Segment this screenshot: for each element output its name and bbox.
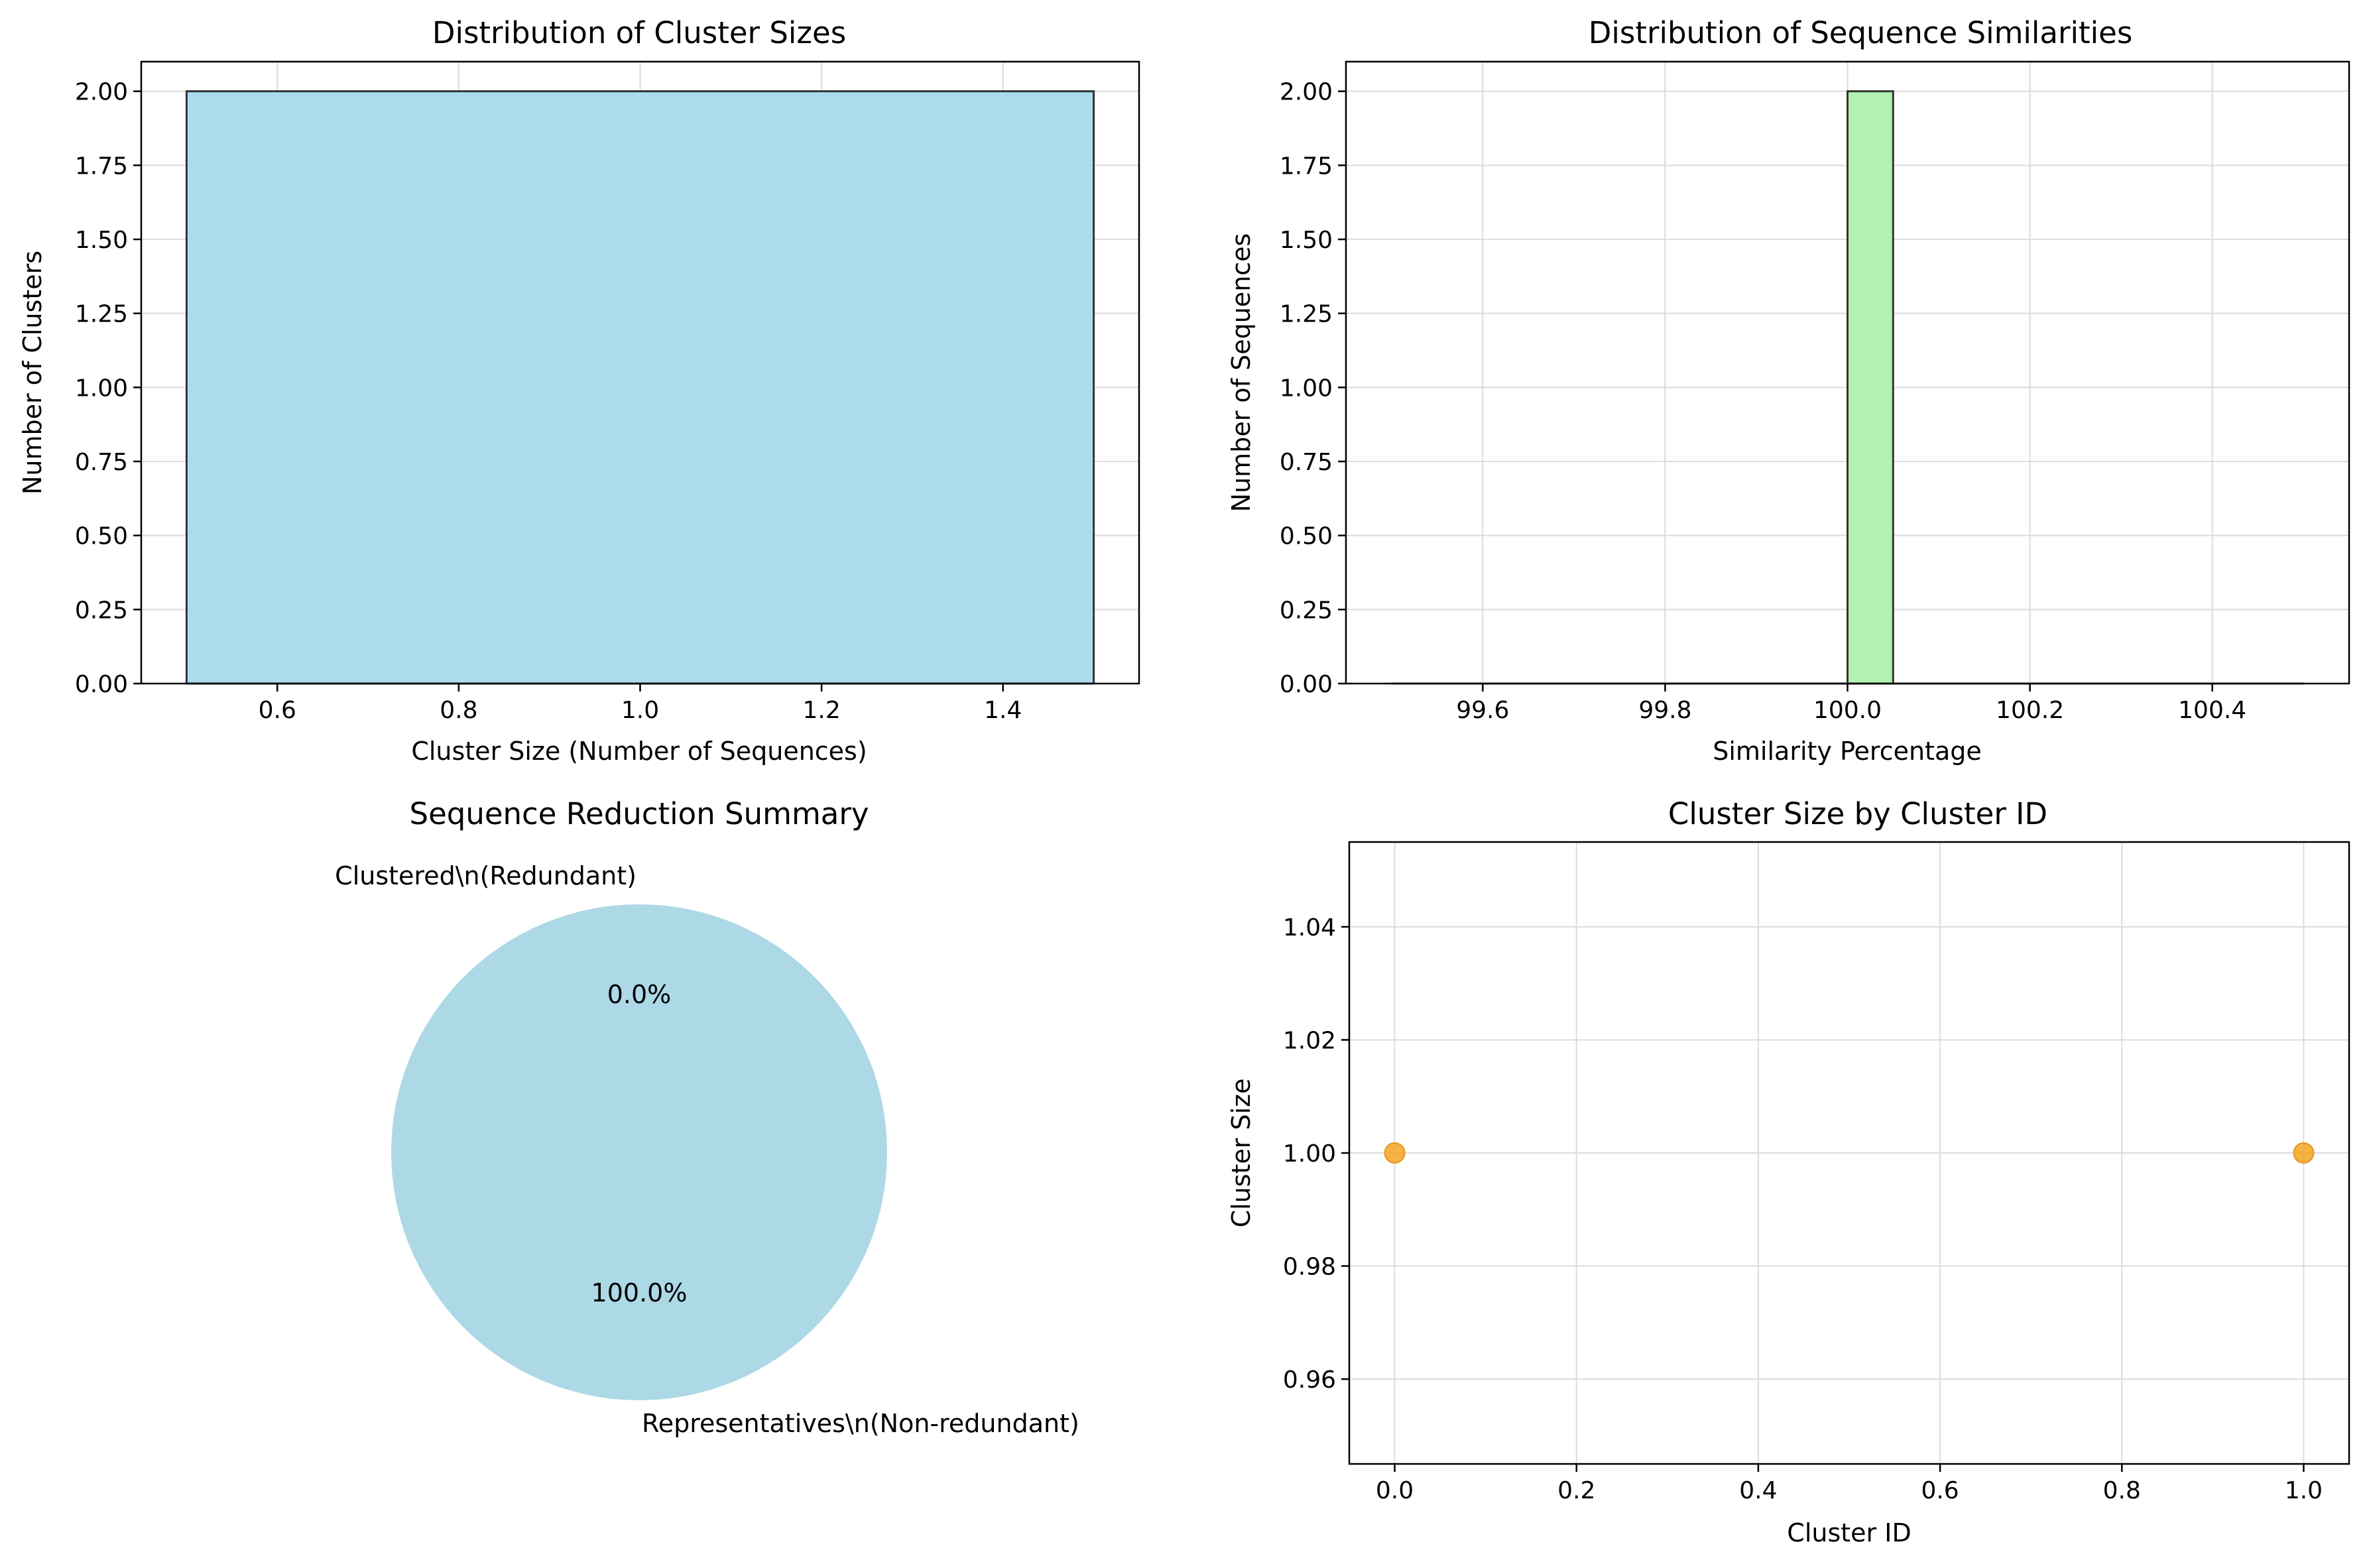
- x-tick-label: 100.4: [2178, 697, 2246, 724]
- y-tick-label: 0.96: [1283, 1366, 1336, 1394]
- x-axis-label: Cluster Size (Number of Sequences): [411, 737, 867, 766]
- x-axis-label: Cluster ID: [1787, 1518, 1911, 1547]
- chart-title: Cluster Size by Cluster ID: [1668, 796, 2047, 831]
- y-tick-label: 0.75: [1280, 449, 1333, 476]
- x-tick-label: 100.0: [1813, 697, 1882, 724]
- y-tick-label: 1.50: [1280, 227, 1333, 254]
- x-tick-label: 1.0: [621, 697, 659, 724]
- x-tick-label: 0.8: [440, 697, 477, 724]
- bars: [185, 90, 1095, 685]
- y-tick-label: 1.00: [75, 375, 128, 402]
- x-tick-label: 1.0: [2285, 1477, 2323, 1504]
- x-tick-label: 0.6: [1921, 1477, 1959, 1504]
- pie-slice-label: Clustered\n(Redundant): [335, 861, 637, 890]
- y-tick-label: 0.50: [75, 523, 128, 550]
- x-tick-label: 0.0: [1376, 1477, 1414, 1504]
- x-axis-label: Similarity Percentage: [1713, 737, 1982, 766]
- y-axis-label: Cluster Size: [1227, 1079, 1256, 1228]
- x-tick-label: 99.8: [1638, 697, 1691, 724]
- y-tick-label: 2.00: [75, 79, 128, 106]
- y-ticks: 0.00 0.25 0.50 0.75 1.00 1.25 1.50 1.75 2.00: [1280, 79, 1346, 698]
- y-axis-label: Number of Sequences: [1227, 233, 1256, 513]
- y-tick-label: 0.75: [75, 449, 128, 476]
- y-tick-label: 0.25: [1280, 597, 1333, 624]
- pie-slice: [391, 904, 887, 1400]
- x-tick-label: 100.2: [1996, 697, 2064, 724]
- y-tick-label: 0.50: [1280, 523, 1333, 550]
- x-tick-label: 0.6: [259, 697, 296, 724]
- pie-percent-label: 0.0%: [607, 980, 672, 1009]
- x-tick-label: 0.2: [1557, 1477, 1595, 1504]
- histogram-bar: [1847, 90, 1894, 685]
- bars: [1391, 90, 2304, 685]
- y-ticks: 0.96 0.98 1.00 1.02 1.04: [1283, 914, 1349, 1394]
- x-tick-label: 1.4: [984, 697, 1022, 724]
- cluster-size-histogram-panel: Distribution of Cluster Sizes 0.6 0.8 1.0 1…: [18, 15, 1140, 766]
- y-tick-label: 1.02: [1283, 1027, 1336, 1054]
- x-ticks: 99.6 99.8 100.0 100.2 100.4: [1456, 684, 2246, 724]
- pie-slice-label: Representatives\n(Non-redundant): [642, 1409, 1079, 1438]
- reduction-pie-panel: Sequence Reduction Summary Representativ…: [335, 796, 1079, 1438]
- x-tick-label: 0.8: [2103, 1477, 2141, 1504]
- y-tick-label: 1.25: [75, 301, 128, 328]
- chart-title: Sequence Reduction Summary: [410, 796, 869, 831]
- y-tick-label: 0.98: [1283, 1254, 1336, 1281]
- y-tick-label: 0.00: [75, 671, 128, 698]
- similarity-histogram-panel: Distribution of Sequence Similarities 99…: [1227, 15, 2350, 766]
- y-tick-label: 1.00: [1283, 1140, 1336, 1168]
- y-tick-label: 1.00: [1280, 375, 1333, 402]
- x-tick-label: 99.6: [1456, 697, 1509, 724]
- pie-percent-label: 100.0%: [591, 1278, 688, 1307]
- y-tick-label: 2.00: [1280, 79, 1333, 106]
- y-tick-label: 0.00: [1280, 671, 1333, 698]
- scatter-point: [1384, 1142, 1406, 1164]
- chart-title: Distribution of Sequence Similarities: [1589, 15, 2133, 50]
- y-tick-label: 0.25: [75, 597, 128, 624]
- chart-title: Distribution of Cluster Sizes: [432, 15, 846, 50]
- y-tick-label: 1.50: [75, 227, 128, 254]
- y-tick-label: 1.75: [1280, 152, 1333, 180]
- cluster-size-scatter-panel: Cluster Size by Cluster ID 0.0 0.2 0.4 0.6 0…: [1227, 796, 2350, 1547]
- x-ticks: 0.6 0.8 1.0 1.2 1.4: [259, 684, 1022, 724]
- grid: [1349, 842, 2349, 1464]
- y-tick-label: 1.04: [1283, 914, 1336, 941]
- x-tick-label: 0.4: [1739, 1477, 1777, 1504]
- y-tick-label: 1.25: [1280, 301, 1333, 328]
- x-tick-label: 1.2: [803, 697, 841, 724]
- scatter-point: [2293, 1142, 2315, 1164]
- y-ticks: 0.00 0.25 0.50 0.75 1.00 1.25 1.50 1.75 2.00: [75, 79, 141, 698]
- x-ticks: 0.0 0.2 0.4 0.6 0.8 1.0: [1376, 1464, 2323, 1504]
- y-tick-label: 1.75: [75, 152, 128, 180]
- pie: Representatives\n(Non-redundant) 100.0% Cl…: [335, 861, 1079, 1438]
- points: [1384, 1142, 2315, 1164]
- y-axis-label: Number of Clusters: [18, 251, 47, 495]
- histogram-bar: [185, 90, 1095, 685]
